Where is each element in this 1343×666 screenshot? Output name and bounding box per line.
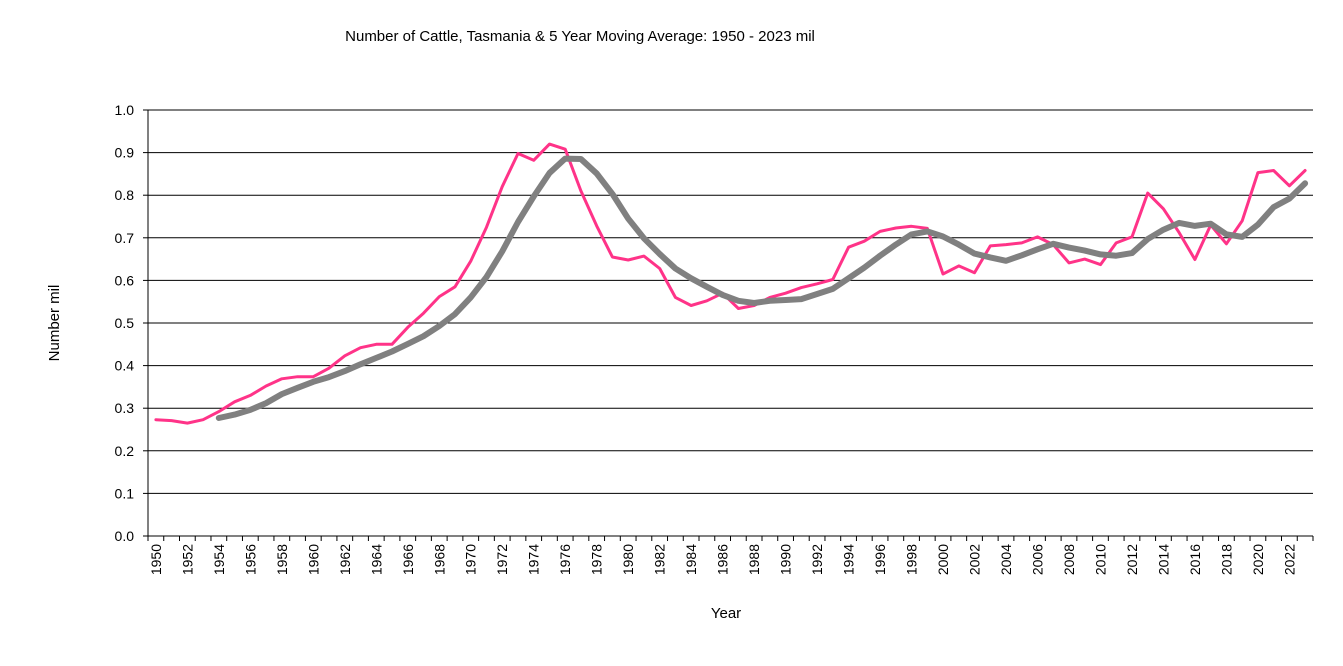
x-tick-label: 2010	[1092, 544, 1108, 575]
y-tick-label: 0.1	[115, 485, 135, 501]
y-tick-label: 0.5	[115, 315, 135, 331]
x-tick-label: 1970	[463, 544, 479, 575]
y-tick-label: 0.2	[115, 443, 135, 459]
y-tick-label: 0.8	[115, 187, 135, 203]
x-tick-label: 1976	[557, 544, 573, 575]
x-tick-label: 1956	[242, 544, 258, 575]
x-tick-label: 1994	[841, 544, 857, 575]
x-tick-label: 2020	[1250, 544, 1266, 575]
y-tick-label: 0.6	[115, 272, 135, 288]
x-tick-label: 2012	[1124, 544, 1140, 575]
x-tick-label: 1964	[368, 544, 384, 575]
x-tick-label: 1950	[148, 544, 164, 575]
y-axis-label: Number mil	[46, 285, 63, 362]
x-tick-label: 1954	[211, 544, 227, 575]
x-tick-label: 1998	[904, 544, 920, 575]
x-tick-label: 2016	[1187, 544, 1203, 575]
y-tick-label: 0.7	[115, 230, 135, 246]
x-tick-label: 1992	[809, 544, 825, 575]
x-tick-label: 2000	[935, 544, 951, 575]
x-tick-label: 1974	[526, 544, 542, 575]
y-tick-label: 0.3	[115, 400, 135, 416]
x-tick-label: 2006	[1029, 544, 1045, 575]
x-tick-label: 2002	[967, 544, 983, 575]
x-tick-label: 1978	[589, 544, 605, 575]
y-tick-label: 1.0	[115, 102, 135, 118]
x-tick-label: 1962	[337, 544, 353, 575]
x-tick-label: 2022	[1281, 544, 1297, 575]
x-tick-label: 1996	[872, 544, 888, 575]
x-tick-label: 2008	[1061, 544, 1077, 575]
x-tick-label: 1972	[494, 544, 510, 575]
x-tick-label: 1968	[431, 544, 447, 575]
x-tick-label: 1984	[683, 544, 699, 575]
x-tick-label: 2014	[1155, 544, 1171, 575]
x-tick-label: 1982	[652, 544, 668, 575]
y-tick-label: 0.0	[115, 528, 135, 544]
x-tick-label: 2004	[998, 544, 1014, 575]
x-tick-label: 1990	[778, 544, 794, 575]
chart-title: Number of Cattle, Tasmania & 5 Year Movi…	[345, 28, 815, 45]
x-tick-label: 1980	[620, 544, 636, 575]
y-tick-label: 0.9	[115, 145, 135, 161]
x-axis-label: Year	[711, 605, 741, 622]
x-tick-label: 1988	[746, 544, 762, 575]
cattle-series-line	[154, 142, 1307, 425]
x-tick-label: 1958	[274, 544, 290, 575]
y-tick-label: 0.4	[115, 358, 135, 374]
x-tick-label: 1960	[305, 544, 321, 575]
moving-average-series-line	[215, 155, 1309, 421]
x-tick-label: 1966	[400, 544, 416, 575]
x-tick-label: 2018	[1218, 544, 1234, 575]
x-tick-label: 1986	[715, 544, 731, 575]
x-tick-label: 1952	[179, 544, 195, 575]
